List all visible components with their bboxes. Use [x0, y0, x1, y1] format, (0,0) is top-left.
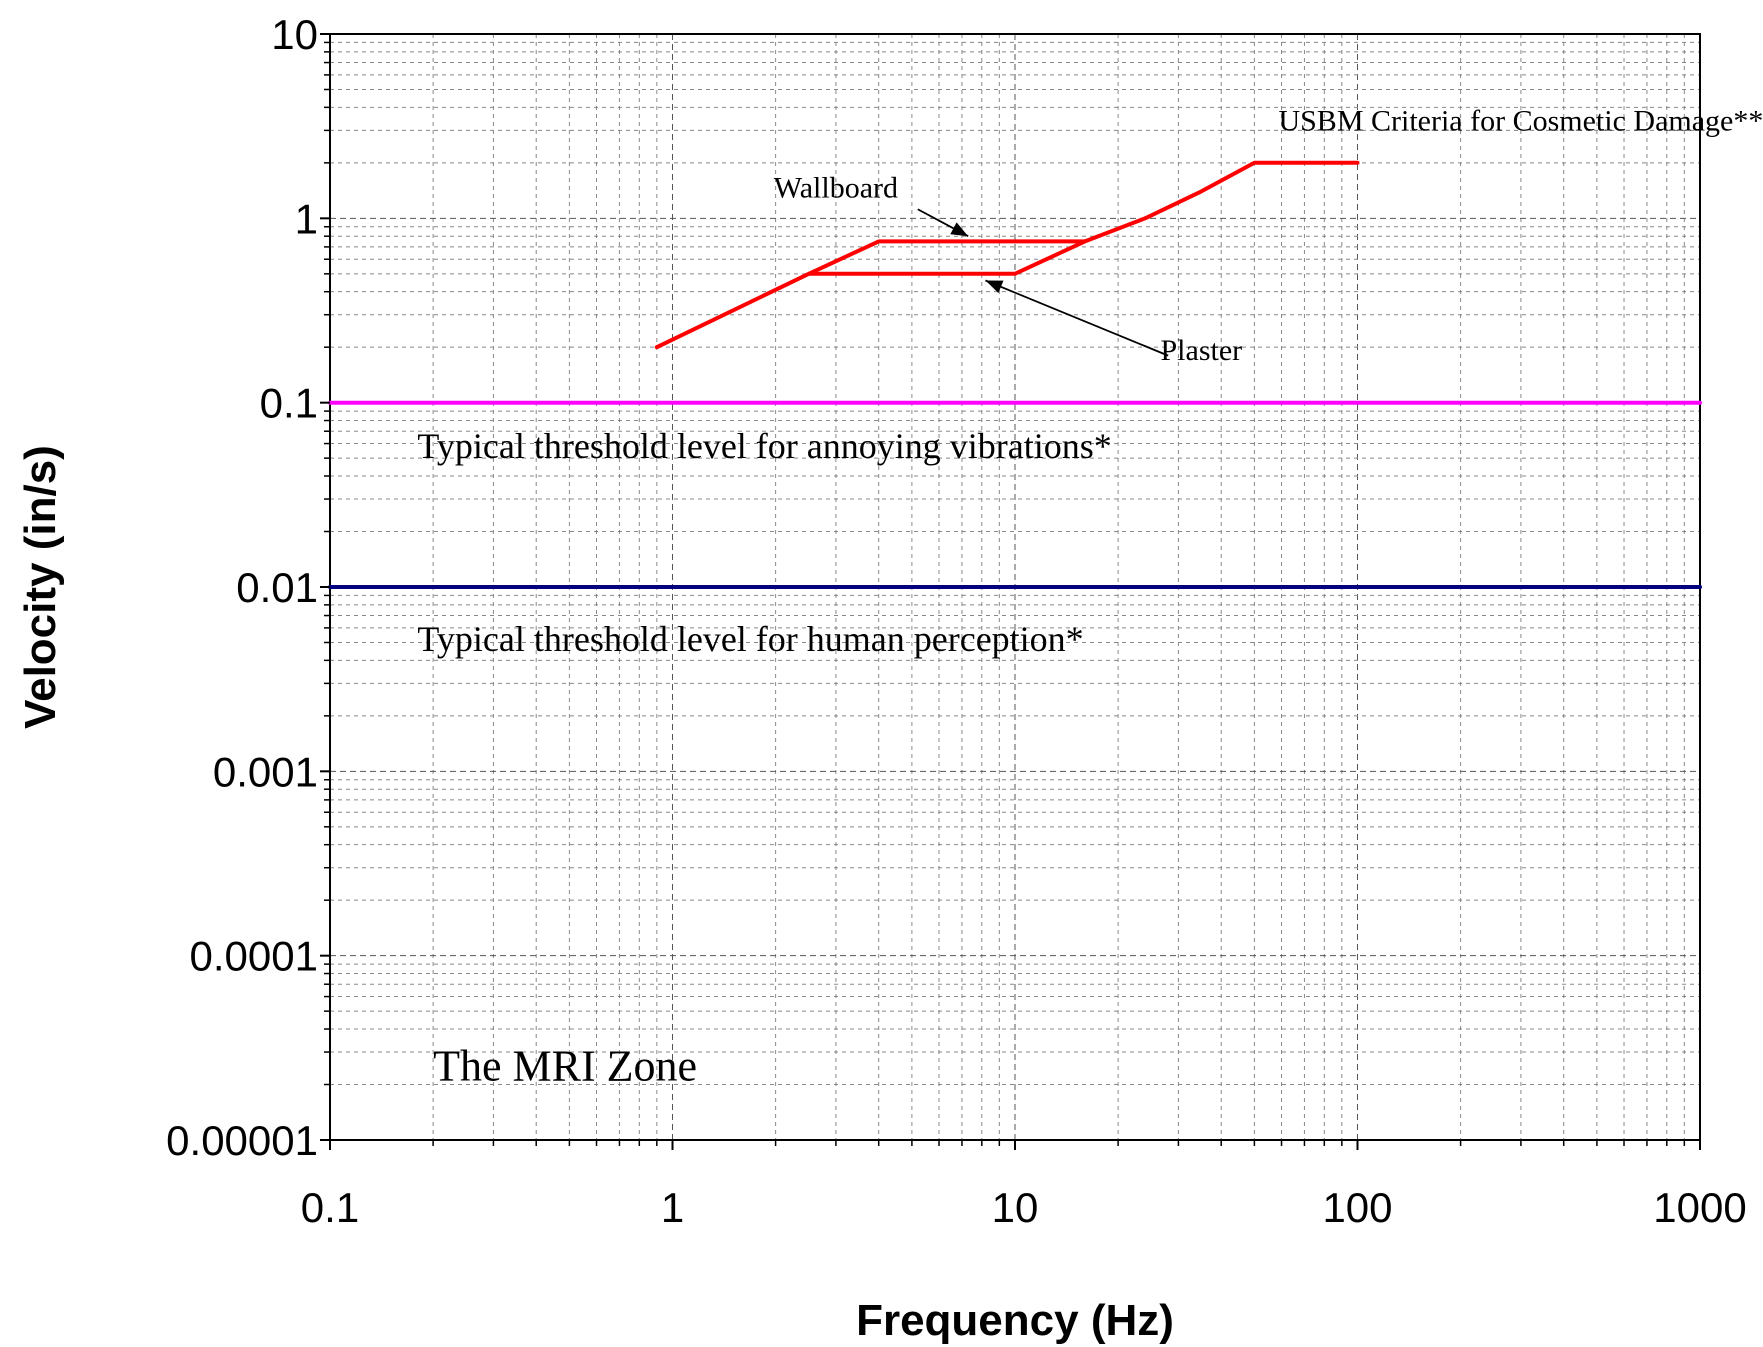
annotation-text: The MRI Zone [433, 1042, 697, 1091]
arrow-shaft [985, 279, 1169, 357]
y-tick-label: 0.01 [236, 564, 318, 611]
y-tick-label: 1 [295, 195, 318, 242]
x-tick-label: 0.1 [301, 1184, 359, 1231]
annotation-arrows [917, 208, 1169, 357]
y-tick-label: 0.1 [260, 380, 318, 427]
annotation-text: USBM Criteria for Cosmetic Damage** [1278, 104, 1763, 137]
annotation-text: Typical threshold level for annoying vib… [417, 426, 1111, 466]
y-tick-label: 0.00001 [166, 1117, 318, 1164]
y-axis-ticks: 10 1 0.1 0.01 0.001 0.0001 0.00001 [166, 11, 330, 1164]
annotation-text: Plaster [1161, 334, 1243, 367]
series-line [654, 160, 1360, 350]
x-tick-label: 1000 [1653, 1184, 1746, 1231]
arrow-head [950, 222, 969, 237]
annotation-text: Typical threshold level for human percep… [417, 619, 1083, 659]
annotations: USBM Criteria for Cosmetic Damage** Wallb… [417, 104, 1763, 1090]
arrow-head [985, 280, 1004, 294]
x-tick-label: 100 [1322, 1184, 1392, 1231]
x-tick-label: 1 [661, 1184, 684, 1231]
annotation-text: Wallboard [774, 171, 898, 204]
y-axis-label: Velocity (in/s) [16, 445, 65, 729]
x-tick-label: 10 [992, 1184, 1039, 1231]
series-line [806, 239, 1087, 276]
series-group [328, 160, 1702, 589]
y-tick-label: 0.0001 [190, 933, 318, 980]
x-axis-ticks: 0.1 1 10 100 1000 [301, 1140, 1747, 1231]
y-tick-label: 10 [271, 11, 318, 58]
x-axis-label: Frequency (Hz) [856, 1296, 1174, 1345]
y-tick-label: 0.001 [213, 748, 318, 795]
